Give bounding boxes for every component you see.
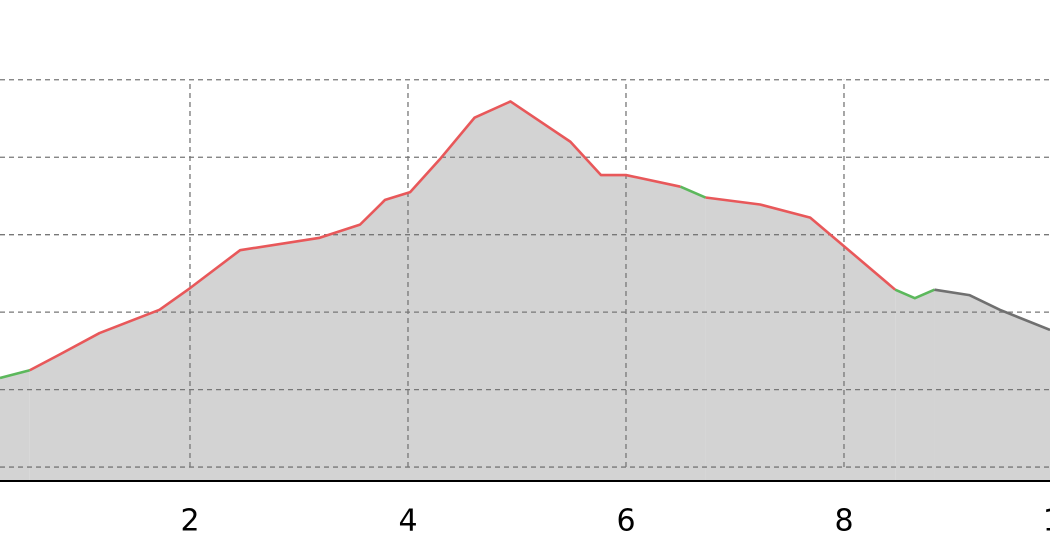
line <box>705 196 897 291</box>
x-tick-label: 4 <box>398 504 417 539</box>
area <box>895 289 935 481</box>
area <box>934 289 1050 481</box>
area <box>705 197 896 481</box>
x-tick-label: 6 <box>616 504 635 539</box>
line <box>0 368 31 380</box>
line <box>894 288 935 300</box>
x-tick-label: 8 <box>834 504 853 539</box>
area <box>680 186 706 481</box>
line <box>679 185 707 199</box>
line <box>29 100 681 372</box>
line <box>934 288 1050 332</box>
area <box>29 101 681 482</box>
x-tick-label: 2 <box>180 504 199 539</box>
x-tick-label: 10 <box>1043 504 1050 539</box>
area <box>0 370 30 481</box>
